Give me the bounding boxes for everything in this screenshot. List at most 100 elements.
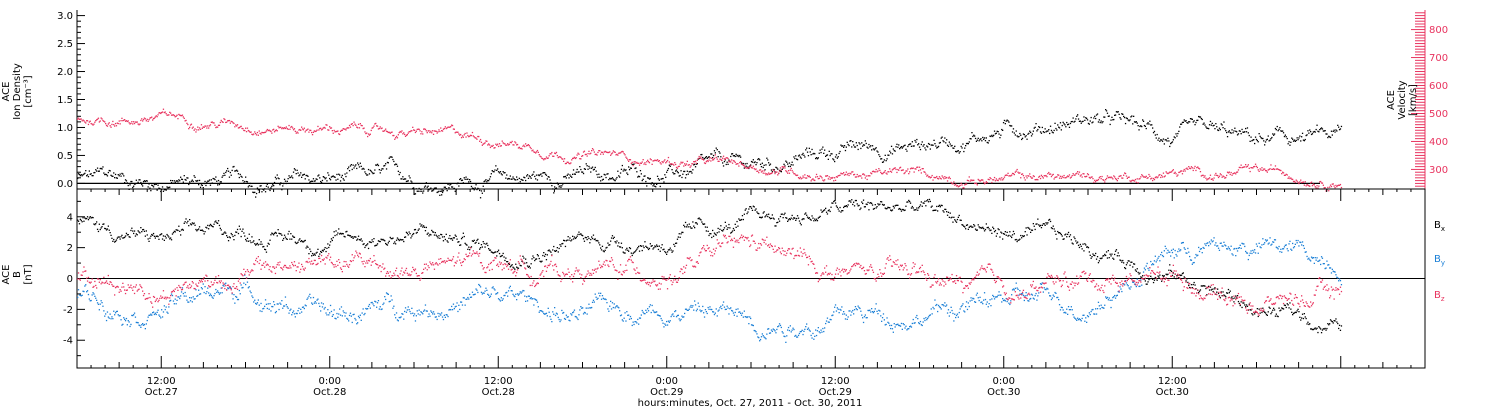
bx-series-point: [372, 241, 374, 243]
density-series-point: [961, 147, 963, 149]
density-series-point: [646, 185, 648, 187]
density-series-point: [557, 183, 559, 186]
density-series-point: [1008, 121, 1010, 123]
velocity-series-point: [870, 172, 872, 174]
bx-series-point: [1234, 297, 1236, 299]
bx-series-point: [507, 261, 509, 263]
density-series-point: [1213, 124, 1215, 126]
density-series-point: [750, 164, 752, 166]
by-series-point: [152, 311, 155, 313]
density-series-point: [1232, 132, 1234, 134]
density-series-point: [1224, 128, 1226, 130]
density-series-point: [727, 163, 729, 165]
velocity-series-point: [1324, 187, 1326, 189]
velocity-series-point: [329, 127, 332, 129]
velocity-series-point: [347, 127, 349, 129]
velocity-series-point: [880, 171, 882, 174]
density-series-point: [656, 175, 659, 177]
velocity-series-point: [158, 112, 160, 114]
density-series-point: [257, 189, 259, 191]
by-series-point: [198, 293, 201, 295]
velocity-series-point: [470, 134, 473, 137]
density-series-point: [928, 143, 931, 145]
by-series-point: [543, 312, 545, 315]
velocity-series-point: [226, 121, 228, 123]
by-series-point: [80, 295, 82, 297]
velocity-series-point: [952, 183, 954, 185]
bx-series-point: [1269, 307, 1271, 309]
bx-series-point: [1278, 307, 1280, 309]
density-series-point: [1195, 121, 1197, 124]
bx-series-point: [1104, 253, 1106, 256]
velocity-series-point: [930, 176, 932, 178]
velocity-series-point: [1137, 182, 1139, 184]
bx-series-point: [1327, 323, 1329, 325]
bx-series-point: [519, 264, 521, 267]
bx-series-point: [924, 200, 926, 202]
by-series-point: [638, 317, 641, 319]
density-series-point: [425, 182, 427, 184]
bx-series-point: [1321, 329, 1324, 331]
bx-series-point: [537, 255, 539, 257]
by-series-point: [441, 316, 444, 318]
velocity-series-point: [1152, 177, 1155, 180]
velocity-series-point: [304, 131, 306, 133]
by-series-point: [276, 303, 278, 305]
density-series-point: [947, 145, 950, 147]
by-series-point: [186, 299, 188, 301]
density-series-point: [704, 157, 707, 159]
bx-series-point: [481, 246, 483, 248]
density-series-point: [986, 141, 988, 144]
bx-series-point: [451, 239, 454, 241]
bx-series-point: [121, 234, 123, 236]
density-series-point: [1335, 129, 1337, 131]
density-series-point: [1168, 140, 1170, 142]
velocity-series-point: [754, 168, 756, 171]
by-series-point: [131, 314, 133, 317]
by-series-point: [460, 301, 462, 303]
velocity-series-point: [579, 158, 581, 160]
bx-series-point: [1281, 307, 1283, 309]
bx-series-point: [698, 217, 700, 219]
density-series-point: [909, 143, 911, 145]
density-series-point: [227, 167, 229, 170]
bx-series-point: [301, 241, 304, 243]
by-series-point: [526, 300, 529, 302]
velocity-series-point: [418, 128, 420, 130]
bx-series-point: [645, 245, 647, 247]
velocity-series-point: [238, 127, 240, 129]
bx-series-point: [1033, 225, 1035, 227]
velocity-series-point: [236, 125, 238, 127]
velocity-series-point: [494, 147, 496, 149]
by-series-point: [189, 300, 192, 302]
velocity-series-point: [298, 129, 300, 131]
velocity-series-point: [1197, 166, 1199, 168]
by-series-point: [587, 307, 589, 309]
by-series-point: [236, 296, 238, 298]
velocity-series-point: [730, 161, 732, 163]
density-series-point: [565, 177, 567, 179]
density-series-point: [1182, 121, 1184, 123]
velocity-series-point: [1311, 185, 1314, 187]
by-series-point: [175, 303, 177, 305]
by-series-point: [291, 314, 293, 316]
density-series-point: [332, 175, 334, 177]
velocity-series-point: [665, 162, 667, 164]
velocity-series-point: [836, 176, 838, 178]
by-series-point: [608, 310, 610, 312]
bx-series-point: [1284, 304, 1286, 307]
by-series-point: [600, 292, 602, 294]
bx-series-point: [280, 233, 282, 235]
velocity-series-point: [1036, 178, 1038, 181]
by-series-point: [227, 287, 229, 289]
velocity-series-point: [613, 151, 615, 153]
by-series-point: [628, 318, 631, 320]
velocity-series-point: [1046, 176, 1048, 178]
bx-series-point: [688, 223, 690, 225]
bx-series-point: [539, 260, 541, 262]
velocity-series-point: [554, 152, 556, 154]
density-series-point: [762, 166, 764, 169]
velocity-series-point: [456, 131, 458, 133]
bx-series-point: [464, 242, 466, 244]
bx-series-point: [403, 240, 405, 243]
